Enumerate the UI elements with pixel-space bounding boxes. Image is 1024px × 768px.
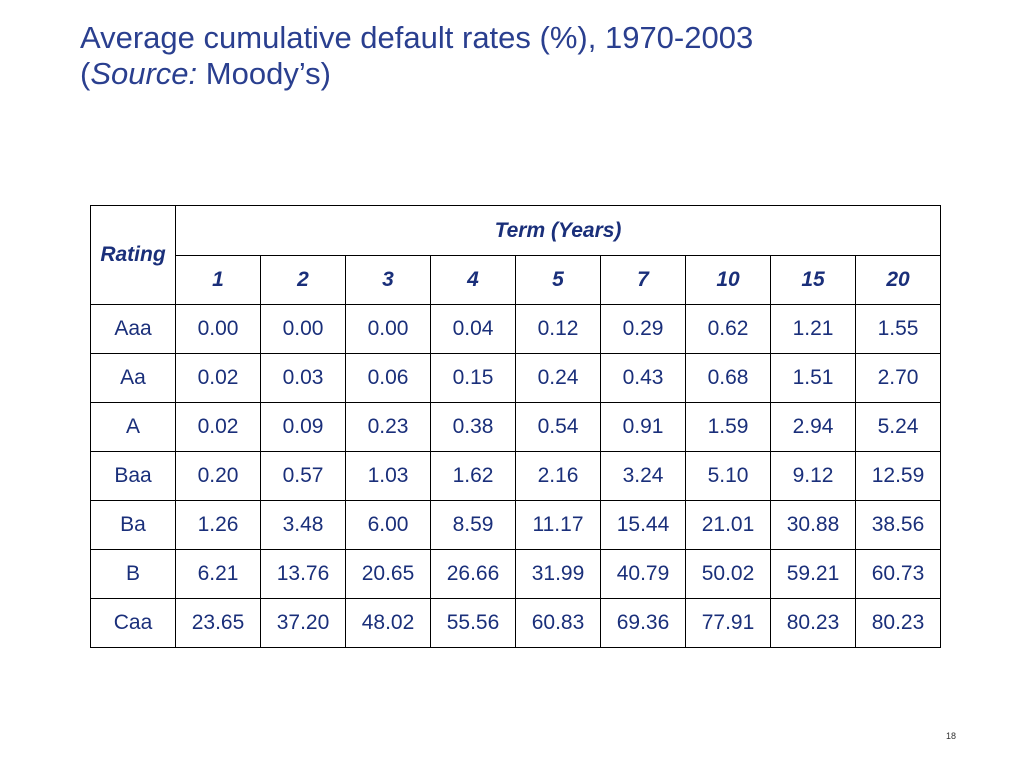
rate-cell: 0.00 [175, 304, 261, 354]
table-row: Aaa 0.00 0.00 0.00 0.04 0.12 0.29 0.62 1.21 1.55 [90, 304, 941, 354]
rate-cell: 31.99 [515, 549, 601, 599]
term-col-header: 3 [345, 255, 431, 305]
rate-cell: 1.59 [685, 402, 771, 452]
rate-cell: 38.56 [855, 500, 941, 550]
rate-cell: 6.00 [345, 500, 431, 550]
rate-cell: 23.65 [175, 598, 261, 648]
rating-header: Rating [90, 205, 176, 305]
rate-cell: 5.10 [685, 451, 771, 501]
rate-cell: 60.83 [515, 598, 601, 648]
term-col-header: 7 [600, 255, 686, 305]
source-value: Moody’s) [197, 56, 331, 91]
rate-cell: 2.70 [855, 353, 941, 403]
rate-cell: 0.15 [430, 353, 516, 403]
title-line-1: Average cumulative default rates (%), 19… [80, 20, 754, 55]
rate-cell: 77.91 [685, 598, 771, 648]
term-col-header: 4 [430, 255, 516, 305]
title-line-2: (Source: Moody’s) [80, 56, 753, 92]
rate-cell: 37.20 [260, 598, 346, 648]
rate-cell: 2.16 [515, 451, 601, 501]
slide-title: Average cumulative default rates (%), 19… [80, 20, 753, 92]
rating-cell: A [90, 402, 176, 452]
rating-cell: Ba [90, 500, 176, 550]
term-col-header: 20 [855, 255, 941, 305]
rate-cell: 15.44 [600, 500, 686, 550]
rate-cell: 3.24 [600, 451, 686, 501]
table-body: Aaa 0.00 0.00 0.00 0.04 0.12 0.29 0.62 1.21 1.55 A… [90, 304, 941, 648]
rate-cell: 0.00 [260, 304, 346, 354]
rate-cell: 0.24 [515, 353, 601, 403]
rating-cell: Caa [90, 598, 176, 648]
rate-cell: 0.54 [515, 402, 601, 452]
rate-cell: 0.00 [345, 304, 431, 354]
rate-cell: 0.09 [260, 402, 346, 452]
rate-cell: 69.36 [600, 598, 686, 648]
rate-cell: 12.59 [855, 451, 941, 501]
rate-cell: 11.17 [515, 500, 601, 550]
page-number: 18 [945, 731, 956, 741]
table-row: Aa 0.02 0.03 0.06 0.15 0.24 0.43 0.68 1.51 2.70 [90, 353, 941, 403]
rate-cell: 0.62 [685, 304, 771, 354]
rate-cell: 21.01 [685, 500, 771, 550]
rate-cell: 0.20 [175, 451, 261, 501]
rate-cell: 80.23 [770, 598, 856, 648]
rate-cell: 3.48 [260, 500, 346, 550]
rate-cell: 0.03 [260, 353, 346, 403]
table-row: Ba 1.26 3.48 6.00 8.59 11.17 15.44 21.01 30.88 38… [90, 500, 941, 550]
rate-cell: 13.76 [260, 549, 346, 599]
term-header-row: 1 2 3 4 5 7 10 15 20 [91, 255, 941, 305]
rate-cell: 0.57 [260, 451, 346, 501]
rate-cell: 0.68 [685, 353, 771, 403]
rate-cell: 6.21 [175, 549, 261, 599]
rating-cell: Aa [90, 353, 176, 403]
default-rates-table: Rating Term (Years) 1 2 3 4 5 7 10 15 20… [90, 205, 941, 648]
rate-cell: 0.43 [600, 353, 686, 403]
rate-cell: 1.03 [345, 451, 431, 501]
rate-cell: 0.12 [515, 304, 601, 354]
rate-cell: 80.23 [855, 598, 941, 648]
rating-cell: B [90, 549, 176, 599]
term-col-header: 5 [515, 255, 601, 305]
term-col-header: 10 [685, 255, 771, 305]
term-col-header: 15 [770, 255, 856, 305]
table-row: A 0.02 0.09 0.23 0.38 0.54 0.91 1.59 2.94 5.24 [90, 402, 941, 452]
rate-cell: 55.56 [430, 598, 516, 648]
rate-cell: 20.65 [345, 549, 431, 599]
rate-cell: 0.23 [345, 402, 431, 452]
rate-cell: 1.26 [175, 500, 261, 550]
rate-cell: 9.12 [770, 451, 856, 501]
rate-cell: 1.51 [770, 353, 856, 403]
rate-cell: 0.02 [175, 402, 261, 452]
term-col-header: 2 [260, 255, 346, 305]
source-label: Source: [90, 56, 198, 91]
rate-cell: 50.02 [685, 549, 771, 599]
rate-cell: 26.66 [430, 549, 516, 599]
rate-cell: 0.06 [345, 353, 431, 403]
rate-cell: 48.02 [345, 598, 431, 648]
rate-cell: 2.94 [770, 402, 856, 452]
rate-cell: 0.29 [600, 304, 686, 354]
rate-cell: 1.62 [430, 451, 516, 501]
title-paren: ( [80, 56, 91, 91]
rate-cell: 1.21 [770, 304, 856, 354]
rate-cell: 0.04 [430, 304, 516, 354]
rate-cell: 1.55 [855, 304, 941, 354]
table-row: B 6.21 13.76 20.65 26.66 31.99 40.79 50.02 59.21… [90, 549, 941, 599]
rate-cell: 59.21 [770, 549, 856, 599]
table-row: Caa 23.65 37.20 48.02 55.56 60.83 69.36 77.91 80… [90, 598, 941, 648]
rate-cell: 60.73 [855, 549, 941, 599]
rate-cell: 0.91 [600, 402, 686, 452]
rating-cell: Aaa [90, 304, 176, 354]
rate-cell: 0.38 [430, 402, 516, 452]
rate-cell: 5.24 [855, 402, 941, 452]
term-header: Term (Years) [175, 205, 941, 256]
table-row: Baa 0.20 0.57 1.03 1.62 2.16 3.24 5.10 9.12 12.59 [90, 451, 941, 501]
rating-cell: Baa [90, 451, 176, 501]
rate-cell: 40.79 [600, 549, 686, 599]
rate-cell: 30.88 [770, 500, 856, 550]
term-col-header: 1 [175, 255, 261, 305]
rate-cell: 8.59 [430, 500, 516, 550]
rate-cell: 0.02 [175, 353, 261, 403]
